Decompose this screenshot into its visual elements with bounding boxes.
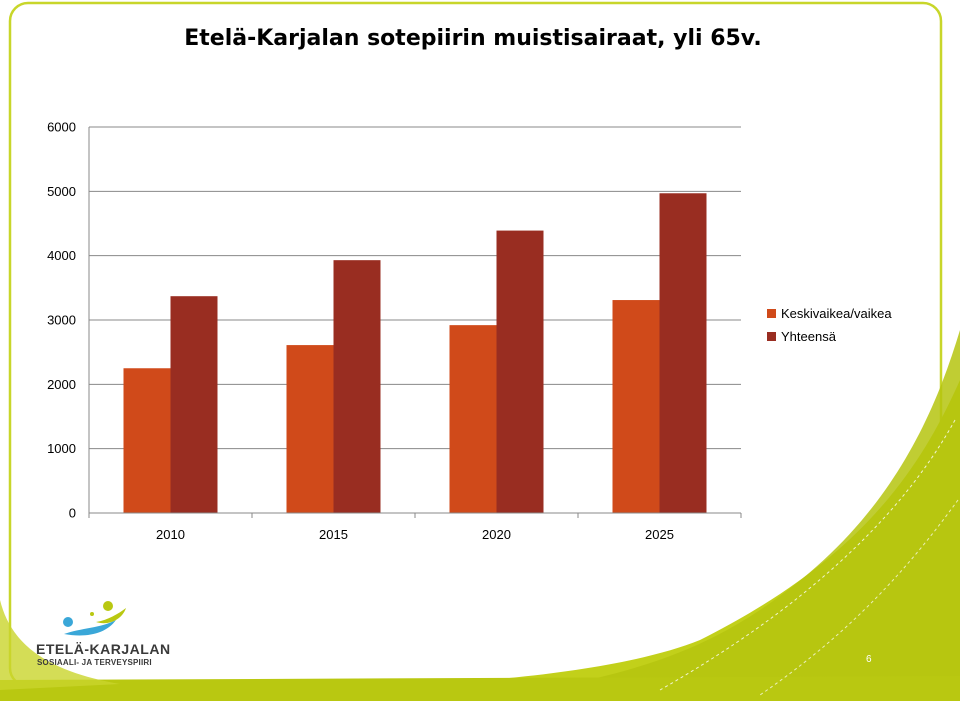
logo-swoosh-blue <box>64 620 116 636</box>
y-tick-label: 2000 <box>47 377 76 392</box>
bar-yhteens--2010 <box>170 296 218 513</box>
y-tick-label: 0 <box>69 506 76 521</box>
logo <box>63 601 126 636</box>
x-tick-label: 2025 <box>645 527 674 542</box>
logo-name: ETELÄ-KARJALAN <box>36 641 171 657</box>
green-left-swoosh <box>0 600 120 690</box>
bar-keskivaikea-vaikea-2025 <box>612 300 660 513</box>
logo-head-blue <box>63 617 73 627</box>
bar-yhteens--2015 <box>333 260 381 513</box>
legend: Keskivaikea/vaikea Yhteensä <box>767 306 892 344</box>
green-bottom-band <box>0 676 960 701</box>
logo-small-dot <box>90 612 94 616</box>
bar-yhteens--2025 <box>659 193 707 513</box>
green-swoosh-inner <box>560 330 960 690</box>
x-tick-label: 2020 <box>482 527 511 542</box>
y-tick-label: 5000 <box>47 184 76 199</box>
logo-swoosh-green <box>96 608 126 624</box>
legend-label: Yhteensä <box>781 329 837 344</box>
logo-head-green <box>103 601 113 611</box>
bar-keskivaikea-vaikea-2020 <box>449 325 497 513</box>
y-tick-label: 3000 <box>47 313 76 328</box>
x-tick-label: 2010 <box>156 527 185 542</box>
y-tick-label: 4000 <box>47 248 76 263</box>
legend-swatch <box>767 332 776 341</box>
x-tick-label: 2015 <box>319 527 348 542</box>
dashed-arc-decoration-2 <box>759 499 959 696</box>
bars <box>123 193 707 513</box>
legend-swatch <box>767 309 776 318</box>
bar-keskivaikea-vaikea-2015 <box>286 345 334 513</box>
y-tick-label: 6000 <box>47 120 76 135</box>
slide-title: Etelä-Karjalan sotepiirin muistisairaat,… <box>184 26 762 51</box>
page-number: 6 <box>866 654 872 665</box>
bar-keskivaikea-vaikea-2010 <box>123 368 171 513</box>
logo-subtitle: SOSIAALI- JA TERVEYSPIIRI <box>37 658 152 667</box>
legend-label: Keskivaikea/vaikea <box>781 306 892 321</box>
y-tick-label: 1000 <box>47 441 76 456</box>
bar-yhteens--2020 <box>496 230 544 513</box>
axes: 0 1000 2000 3000 4000 5000 6000 2010 2015 2020 202… <box>47 120 742 542</box>
